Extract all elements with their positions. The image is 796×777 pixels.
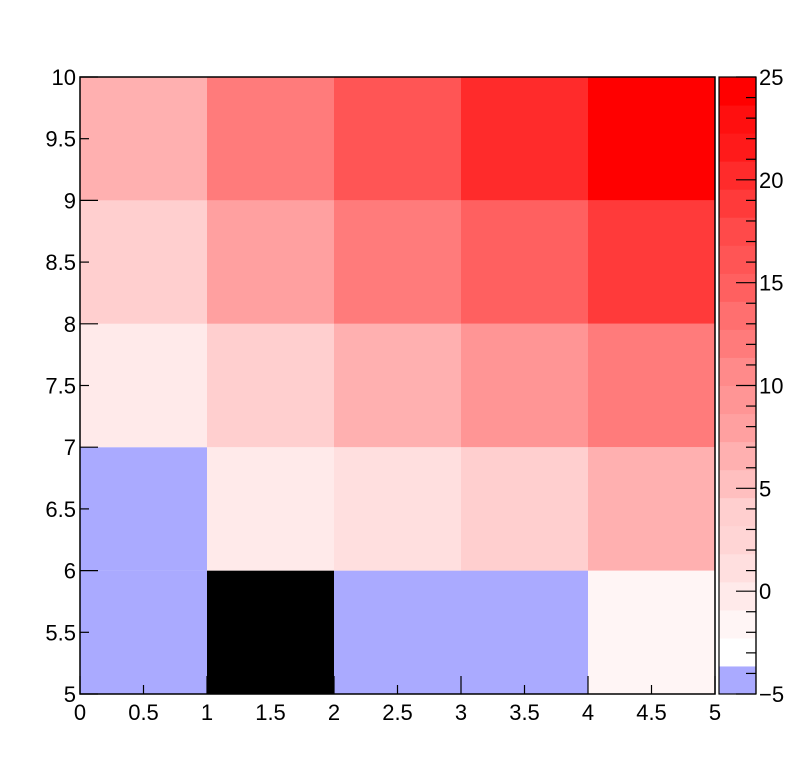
heatmap-cell	[207, 200, 334, 324]
x-tick-label: 3.5	[509, 700, 540, 725]
heatmap-cell	[80, 77, 207, 201]
heatmap-cell	[334, 200, 461, 324]
x-tick-label: 0	[74, 700, 86, 725]
color-bar-band	[719, 581, 756, 611]
color-bar-tick-label: 20	[759, 168, 783, 193]
x-tick-label: 4.5	[636, 700, 667, 725]
x-tick-label: 0.5	[128, 700, 159, 725]
color-bar-tick-label: 10	[759, 374, 783, 399]
color-bar-band	[719, 497, 756, 527]
y-tick-label: 8.5	[45, 250, 76, 275]
x-tick-label: 1.5	[255, 700, 286, 725]
y-tick-label: 6	[64, 559, 76, 584]
color-bar-band	[719, 161, 756, 190]
color-bar-band	[719, 301, 756, 330]
color-bar-band	[719, 385, 756, 415]
color-bar	[718, 76, 757, 695]
color-bar-band	[719, 105, 756, 134]
heatmap-cell	[207, 77, 334, 201]
color-bar-tick-label: 5	[759, 476, 771, 501]
color-bar-band	[719, 665, 756, 695]
color-bar-band	[719, 357, 756, 386]
x-tick-label: 3	[455, 700, 467, 725]
color-bar-tick-label: 0	[759, 579, 771, 604]
heatmap-cell	[334, 570, 461, 694]
y-tick-label: 6.5	[45, 497, 76, 522]
heatmap-cell	[80, 447, 207, 571]
y-tick-label: 9	[64, 188, 76, 213]
color-bar-band	[719, 609, 756, 639]
x-tick-label: 5	[709, 700, 721, 725]
heatmap-cell	[461, 447, 588, 571]
y-tick-label: 8	[64, 312, 76, 337]
heatmap-cell	[588, 323, 715, 448]
color-bar-band	[719, 553, 756, 583]
heatmap-cell	[461, 570, 588, 694]
heatmap-cell	[334, 323, 461, 448]
x-tick-label: 2	[328, 700, 340, 725]
color-bar-band	[719, 189, 756, 218]
heatmap-cell	[80, 570, 207, 694]
x-tick-label: 4	[582, 700, 594, 725]
heatmap-cell	[588, 570, 715, 694]
color-bar-band	[719, 441, 756, 471]
color-bar-band	[719, 273, 756, 302]
color-bar-band	[719, 637, 756, 667]
heatmap-cell	[588, 447, 715, 571]
heatmap-cell	[461, 323, 588, 448]
x-tick-label: 2.5	[382, 700, 413, 725]
y-tick-label: 10	[52, 65, 76, 90]
heatmap-cell	[588, 77, 715, 201]
color-bar-band	[719, 245, 756, 274]
heatmap-cell	[461, 77, 588, 201]
x-axis: 0 0.5 1 1.5 2 2.5 3 3.5 4 4.5 5	[74, 676, 721, 725]
y-tick-label: 9.5	[45, 127, 76, 152]
heatmap-cell	[207, 447, 334, 571]
heatmap-cells	[80, 77, 715, 694]
y-tick-label: 5.5	[45, 620, 76, 645]
color-bar-band	[719, 469, 756, 499]
color-bar-tick-label: 25	[759, 65, 783, 90]
y-tick-label: 5	[64, 682, 76, 707]
color-bar-band	[719, 133, 756, 162]
color-bar-band	[719, 329, 756, 358]
x-tick-label: 1	[201, 700, 213, 725]
heatmap-cell	[80, 323, 207, 448]
heatmap-cell	[334, 447, 461, 571]
heatmap-cell	[588, 200, 715, 324]
color-bar-tick-label: 15	[759, 271, 783, 296]
heatmap-cell	[461, 200, 588, 324]
y-tick-label: 7.5	[45, 374, 76, 399]
color-bar-tick-label: −5	[759, 682, 784, 707]
heatmap-cell	[80, 200, 207, 324]
y-tick-label: 7	[64, 435, 76, 460]
heatmap-cell	[207, 323, 334, 448]
color-bar-band	[719, 413, 756, 443]
heatmap-cell	[334, 77, 461, 201]
y-axis: 5 5.5 6 6.5 7 7.5 8 8.5 9 9.5 10	[45, 65, 98, 707]
heatmap-cell	[207, 570, 334, 694]
color-bar-band	[719, 77, 756, 106]
color-bar-axis: 25 20 15 10 5 0 −5	[736, 65, 784, 707]
